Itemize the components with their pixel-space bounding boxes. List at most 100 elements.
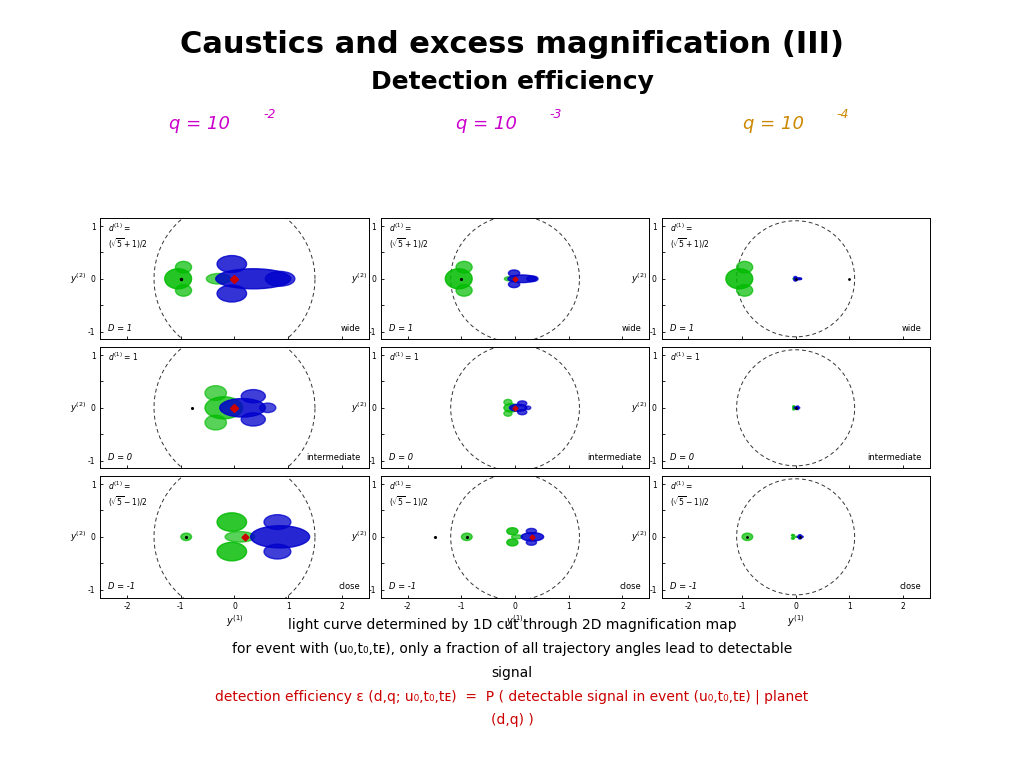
- Text: wide: wide: [622, 324, 641, 333]
- Ellipse shape: [175, 285, 191, 296]
- Text: intermediate: intermediate: [587, 453, 641, 462]
- Ellipse shape: [456, 285, 472, 296]
- Ellipse shape: [217, 256, 247, 273]
- Ellipse shape: [264, 545, 291, 559]
- Text: intermediate: intermediate: [867, 453, 922, 462]
- Ellipse shape: [795, 407, 799, 409]
- Text: $d^{(1)}$ = 1: $d^{(1)}$ = 1: [109, 351, 139, 363]
- Text: D = -1: D = -1: [670, 582, 696, 591]
- Text: q = 10: q = 10: [169, 115, 230, 134]
- Ellipse shape: [205, 415, 226, 430]
- Text: $d^{(1)}$ = 1: $d^{(1)}$ = 1: [389, 351, 420, 363]
- Ellipse shape: [526, 540, 537, 545]
- Text: $d^{(1)}$ = 1: $d^{(1)}$ = 1: [670, 351, 700, 363]
- Ellipse shape: [517, 401, 526, 406]
- Text: D = 1: D = 1: [670, 324, 693, 333]
- Text: D = 0: D = 0: [109, 453, 132, 462]
- Ellipse shape: [264, 515, 291, 529]
- Ellipse shape: [504, 399, 512, 405]
- Ellipse shape: [510, 404, 526, 412]
- Ellipse shape: [206, 273, 230, 284]
- Text: D = -1: D = -1: [109, 582, 135, 591]
- Ellipse shape: [517, 409, 526, 415]
- Ellipse shape: [792, 538, 795, 539]
- Y-axis label: $y^{(2)}$: $y^{(2)}$: [70, 530, 86, 544]
- Ellipse shape: [521, 533, 544, 541]
- Ellipse shape: [220, 399, 265, 417]
- Y-axis label: $y^{(2)}$: $y^{(2)}$: [350, 272, 367, 286]
- Ellipse shape: [799, 278, 802, 280]
- Ellipse shape: [526, 528, 537, 534]
- Text: $d^{(1)}$ =
$(\sqrt{5}+1)/2$: $d^{(1)}$ = $(\sqrt{5}+1)/2$: [109, 222, 148, 251]
- Ellipse shape: [526, 276, 538, 282]
- Text: D = 1: D = 1: [109, 324, 132, 333]
- Text: detection efficiency ε (d,q; u₀,t₀,tᴇ)  =  P ( detectable signal in event (u₀,t₀: detection efficiency ε (d,q; u₀,t₀,tᴇ) =…: [215, 690, 809, 703]
- Ellipse shape: [792, 535, 795, 536]
- Text: -4: -4: [837, 108, 849, 121]
- Ellipse shape: [181, 533, 191, 541]
- Ellipse shape: [508, 275, 537, 283]
- Ellipse shape: [507, 539, 518, 546]
- Ellipse shape: [265, 271, 295, 286]
- Text: D = -1: D = -1: [389, 582, 416, 591]
- X-axis label: $y^{(1)}$: $y^{(1)}$: [786, 613, 805, 628]
- Ellipse shape: [504, 404, 518, 412]
- Text: $d^{(1)}$ =
$(\sqrt{5}+1)/2$: $d^{(1)}$ = $(\sqrt{5}+1)/2$: [670, 222, 710, 251]
- Ellipse shape: [260, 403, 275, 412]
- Ellipse shape: [795, 536, 798, 538]
- Text: close: close: [620, 582, 641, 591]
- Text: $d^{(1)}$ =
$(\sqrt{5}-1)/2$: $d^{(1)}$ = $(\sqrt{5}-1)/2$: [109, 480, 148, 509]
- Ellipse shape: [507, 528, 518, 535]
- Ellipse shape: [205, 397, 243, 419]
- Ellipse shape: [509, 270, 519, 276]
- Ellipse shape: [462, 533, 472, 541]
- Text: $d^{(1)}$ =
$(\sqrt{5}+1)/2$: $d^{(1)}$ = $(\sqrt{5}+1)/2$: [389, 222, 429, 251]
- Ellipse shape: [797, 406, 799, 407]
- Text: -2: -2: [263, 108, 275, 121]
- Text: close: close: [339, 582, 360, 591]
- Ellipse shape: [217, 285, 247, 302]
- Ellipse shape: [504, 411, 512, 416]
- Text: (d,q) ): (d,q) ): [490, 713, 534, 727]
- Ellipse shape: [217, 542, 247, 561]
- Ellipse shape: [512, 535, 522, 539]
- X-axis label: $y^{(1)}$: $y^{(1)}$: [506, 613, 524, 628]
- Y-axis label: $y^{(2)}$: $y^{(2)}$: [631, 401, 647, 415]
- Ellipse shape: [794, 278, 802, 280]
- Ellipse shape: [509, 281, 519, 287]
- Y-axis label: $y^{(2)}$: $y^{(2)}$: [350, 530, 367, 544]
- Text: signal: signal: [492, 666, 532, 680]
- Ellipse shape: [165, 269, 191, 289]
- Text: D = 0: D = 0: [670, 453, 693, 462]
- Ellipse shape: [799, 535, 802, 536]
- Text: intermediate: intermediate: [306, 453, 360, 462]
- Text: for event with (u₀,t₀,tᴇ), only a fraction of all trajectory angles lead to dete: for event with (u₀,t₀,tᴇ), only a fracti…: [231, 642, 793, 656]
- Y-axis label: $y^{(2)}$: $y^{(2)}$: [70, 272, 86, 286]
- Ellipse shape: [798, 407, 800, 409]
- Ellipse shape: [505, 276, 514, 281]
- Ellipse shape: [524, 406, 530, 409]
- Ellipse shape: [456, 261, 472, 273]
- Ellipse shape: [736, 285, 753, 296]
- Text: wide: wide: [902, 324, 922, 333]
- Ellipse shape: [736, 261, 753, 273]
- Y-axis label: $y^{(2)}$: $y^{(2)}$: [631, 530, 647, 544]
- Y-axis label: $y^{(2)}$: $y^{(2)}$: [350, 401, 367, 415]
- Text: D = 1: D = 1: [389, 324, 413, 333]
- Ellipse shape: [794, 276, 797, 278]
- Ellipse shape: [726, 269, 753, 289]
- Text: q = 10: q = 10: [742, 115, 804, 134]
- Ellipse shape: [217, 513, 247, 531]
- Ellipse shape: [798, 536, 803, 538]
- Ellipse shape: [205, 386, 226, 400]
- Ellipse shape: [175, 261, 191, 273]
- Text: q = 10: q = 10: [456, 115, 517, 134]
- Text: wide: wide: [341, 324, 360, 333]
- Text: $d^{(1)}$ =
$(\sqrt{5}-1)/2$: $d^{(1)}$ = $(\sqrt{5}-1)/2$: [389, 480, 429, 509]
- Ellipse shape: [794, 280, 797, 281]
- Ellipse shape: [225, 531, 255, 542]
- X-axis label: $y^{(1)}$: $y^{(1)}$: [225, 613, 244, 628]
- Ellipse shape: [242, 389, 265, 402]
- Text: -3: -3: [550, 108, 562, 121]
- Ellipse shape: [742, 533, 753, 541]
